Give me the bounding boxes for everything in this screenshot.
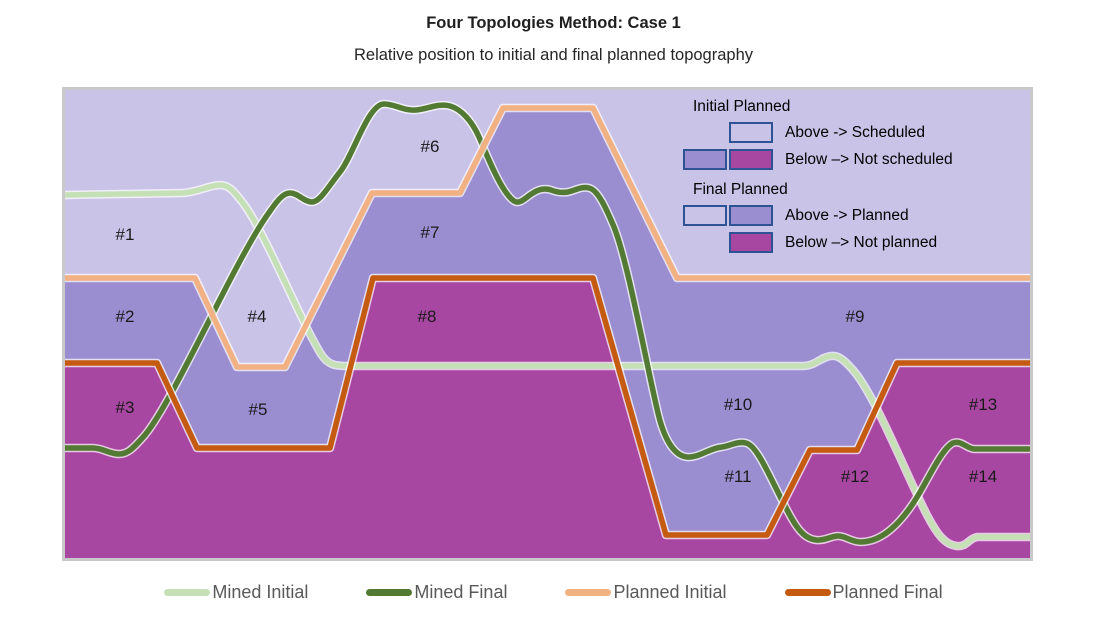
page-title: Four Topologies Method: Case 1 <box>426 14 681 32</box>
legend-swatch-not-scheduled <box>729 149 773 170</box>
legend-item-label: Mined Final <box>414 582 508 602</box>
legend-swatch-above-scheduled <box>729 122 773 143</box>
region-label: #1 <box>116 225 135 244</box>
legend-item-label: Mined Initial <box>212 582 309 602</box>
region-fill-below_final <box>65 278 1030 558</box>
legend-item-mined-final: Mined Final <box>366 582 507 603</box>
legend-item-mined-initial: Mined Initial <box>164 582 308 603</box>
legend-label: Above -> Scheduled <box>785 123 926 141</box>
legend-swatch-below-initial <box>683 149 727 170</box>
region-label: #5 <box>249 400 268 419</box>
legend-swatch-above-planned-mid <box>729 205 773 226</box>
legend-row-final-above: Above -> Planned <box>683 202 953 229</box>
region-label: #4 <box>248 307 267 326</box>
planned-final-swatch <box>784 589 831 596</box>
series-line-planned_initial <box>65 105 1030 370</box>
legend-swatch-above-planned-light <box>683 205 727 226</box>
planned-initial-swatch <box>565 589 612 596</box>
legend-row-initial-below: Below –> Not scheduled <box>683 146 953 173</box>
plot-area: #1 #2 #3 #4 #5 #6 #7 #8 #9 #10 #11 #12 #13 #14 <box>62 87 1033 561</box>
region-label: #6 <box>421 137 440 156</box>
series-line-planned_final <box>65 275 1030 538</box>
legend-label: Below –> Not planned <box>785 233 938 251</box>
legend-row-initial-above: Above -> Scheduled <box>683 119 953 146</box>
legend-label: Above -> Planned <box>785 206 909 224</box>
legend-section-title-initial-planned: Initial Planned <box>693 98 791 115</box>
legend-section-title-final-planned: Final Planned <box>693 181 788 198</box>
legend-item-label: Planned Initial <box>613 582 727 602</box>
region-label: #14 <box>969 467 997 486</box>
legend-swatch-not-planned <box>729 232 773 253</box>
region-label: #7 <box>421 223 440 242</box>
region-label: #3 <box>116 398 135 417</box>
region-label: #12 <box>841 467 869 486</box>
topology-chart: #1 #2 #3 #4 #5 #6 #7 #8 #9 #10 #11 #12 #13 #14 <box>65 90 1030 558</box>
bottom-series-legend: Mined Initial Mined Final Planned Initia… <box>0 582 1107 603</box>
series-line-mined_initial <box>65 182 1030 549</box>
region-label: #11 <box>724 467 751 486</box>
region-label: #10 <box>724 395 752 414</box>
legend-label: Below –> Not scheduled <box>785 150 953 168</box>
series-line-mined_final <box>65 101 1030 545</box>
legend-item-label: Planned Final <box>832 582 943 602</box>
mined-final-swatch <box>366 589 413 596</box>
legend-item-planned-initial: Planned Initial <box>565 582 727 603</box>
region-label: #8 <box>418 307 437 326</box>
region-label: #9 <box>846 307 865 326</box>
mined-initial-swatch <box>164 589 211 596</box>
in-plot-legend: Initial Planned Above -> Scheduled Below… <box>683 97 953 256</box>
region-label: #2 <box>116 307 135 326</box>
page-subtitle: Relative position to initial and final p… <box>353 46 754 64</box>
region-label: #13 <box>969 395 997 414</box>
legend-row-final-below: Below –> Not planned <box>683 229 953 256</box>
legend-item-planned-final: Planned Final <box>784 582 943 603</box>
